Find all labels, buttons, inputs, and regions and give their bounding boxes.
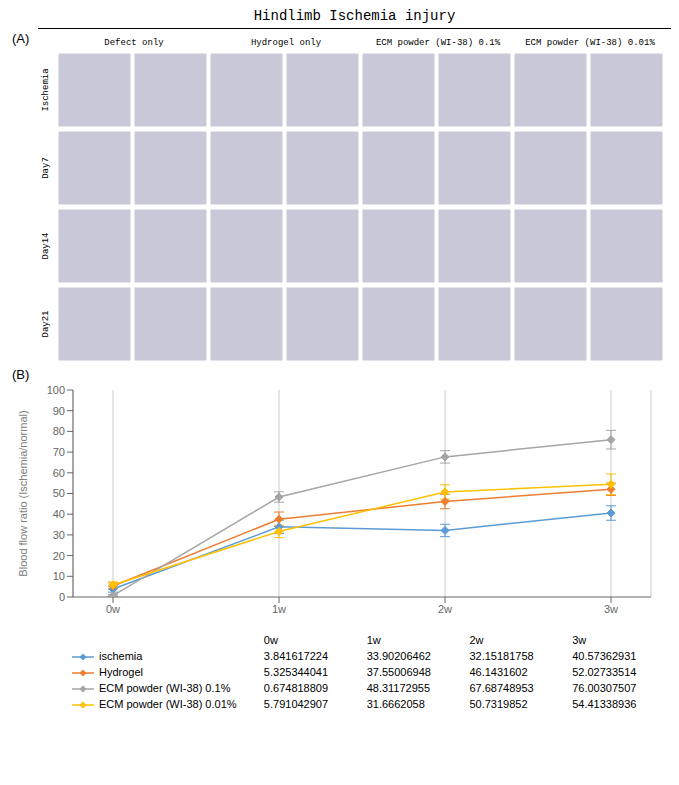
svg-text:0: 0 — [59, 591, 65, 603]
svg-text:Ischemia: Ischemia — [41, 68, 51, 112]
svg-text:60: 60 — [53, 467, 65, 479]
html-text:54.41338936: 54.41338936 — [572, 698, 637, 711]
svg-text:1w: 1w — [272, 603, 286, 615]
svg-text:10: 10 — [53, 570, 65, 582]
svg-text:Day21: Day21 — [41, 310, 51, 337]
svg-text:Day7: Day7 — [41, 157, 51, 179]
html-text:(B): (B) — [12, 367, 30, 382]
html-text:Hydrogel: Hydrogel — [99, 666, 143, 679]
svg-text:0w: 0w — [106, 603, 120, 615]
html-text:67.68748953: 67.68748953 — [469, 682, 534, 695]
html-text:31.6662058: 31.6662058 — [366, 698, 425, 711]
svg-text:20: 20 — [53, 550, 65, 562]
svg-text:90: 90 — [53, 405, 65, 417]
html-text:5.325344041: 5.325344041 — [263, 666, 329, 679]
html-text:0.674818809: 0.674818809 — [263, 682, 329, 695]
html-text:46.1431602: 46.1431602 — [469, 666, 528, 679]
svg-text:ECM powder (WI-38) 0.1%: ECM powder (WI-38) 0.1% — [376, 38, 501, 48]
html-text:0w: 0w — [263, 634, 278, 646]
svg-text:Day14: Day14 — [41, 232, 51, 259]
svg-text:ECM powder (WI-38) 0.01%: ECM powder (WI-38) 0.01% — [525, 38, 655, 48]
html-text:52.02733514: 52.02733514 — [572, 666, 637, 679]
svg-text:Hydrogel only: Hydrogel only — [251, 38, 322, 48]
html-text:2w: 2w — [469, 634, 484, 646]
svg-text:80: 80 — [53, 425, 65, 437]
html-text:Hindlimb Ischemia injury: Hindlimb Ischemia injury — [253, 8, 456, 24]
svg-text:100: 100 — [47, 384, 65, 396]
svg-text:(A): (A) — [12, 31, 29, 46]
html-text:48.31172955: 48.31172955 — [366, 682, 431, 695]
svg-text:2w: 2w — [438, 603, 452, 615]
html-text:33.90206462: 33.90206462 — [366, 650, 431, 662]
html-text:ECM powder (WI-38) 0.01%: ECM powder (WI-38) 0.01% — [99, 698, 237, 711]
html-text:40.57362931: 40.57362931 — [572, 650, 637, 662]
html-text:37.55006948: 37.55006948 — [366, 666, 431, 679]
html-text:3w: 3w — [572, 634, 587, 646]
html-text:ischemia: ischemia — [99, 650, 143, 662]
svg-text:Defect only: Defect only — [104, 38, 164, 48]
svg-text:Blood flow ratio (Ischemia/nor: Blood flow ratio (Ischemia/normal) — [17, 410, 29, 576]
html-text:32.15181758: 32.15181758 — [469, 650, 534, 662]
html-text:76.00307507: 76.00307507 — [572, 682, 637, 695]
svg-text:40: 40 — [53, 508, 65, 520]
html-text:50.7319852: 50.7319852 — [469, 698, 528, 711]
svg-text:3w: 3w — [604, 603, 618, 615]
svg-text:50: 50 — [53, 487, 65, 499]
html-text:ECM powder (WI-38) 0.1%: ECM powder (WI-38) 0.1% — [99, 682, 231, 695]
html-text:3.841617224: 3.841617224 — [263, 650, 329, 662]
html-text:1w: 1w — [366, 634, 381, 646]
svg-text:30: 30 — [53, 529, 65, 541]
html-text:5.791042907: 5.791042907 — [263, 698, 329, 711]
svg-text:70: 70 — [53, 446, 65, 458]
